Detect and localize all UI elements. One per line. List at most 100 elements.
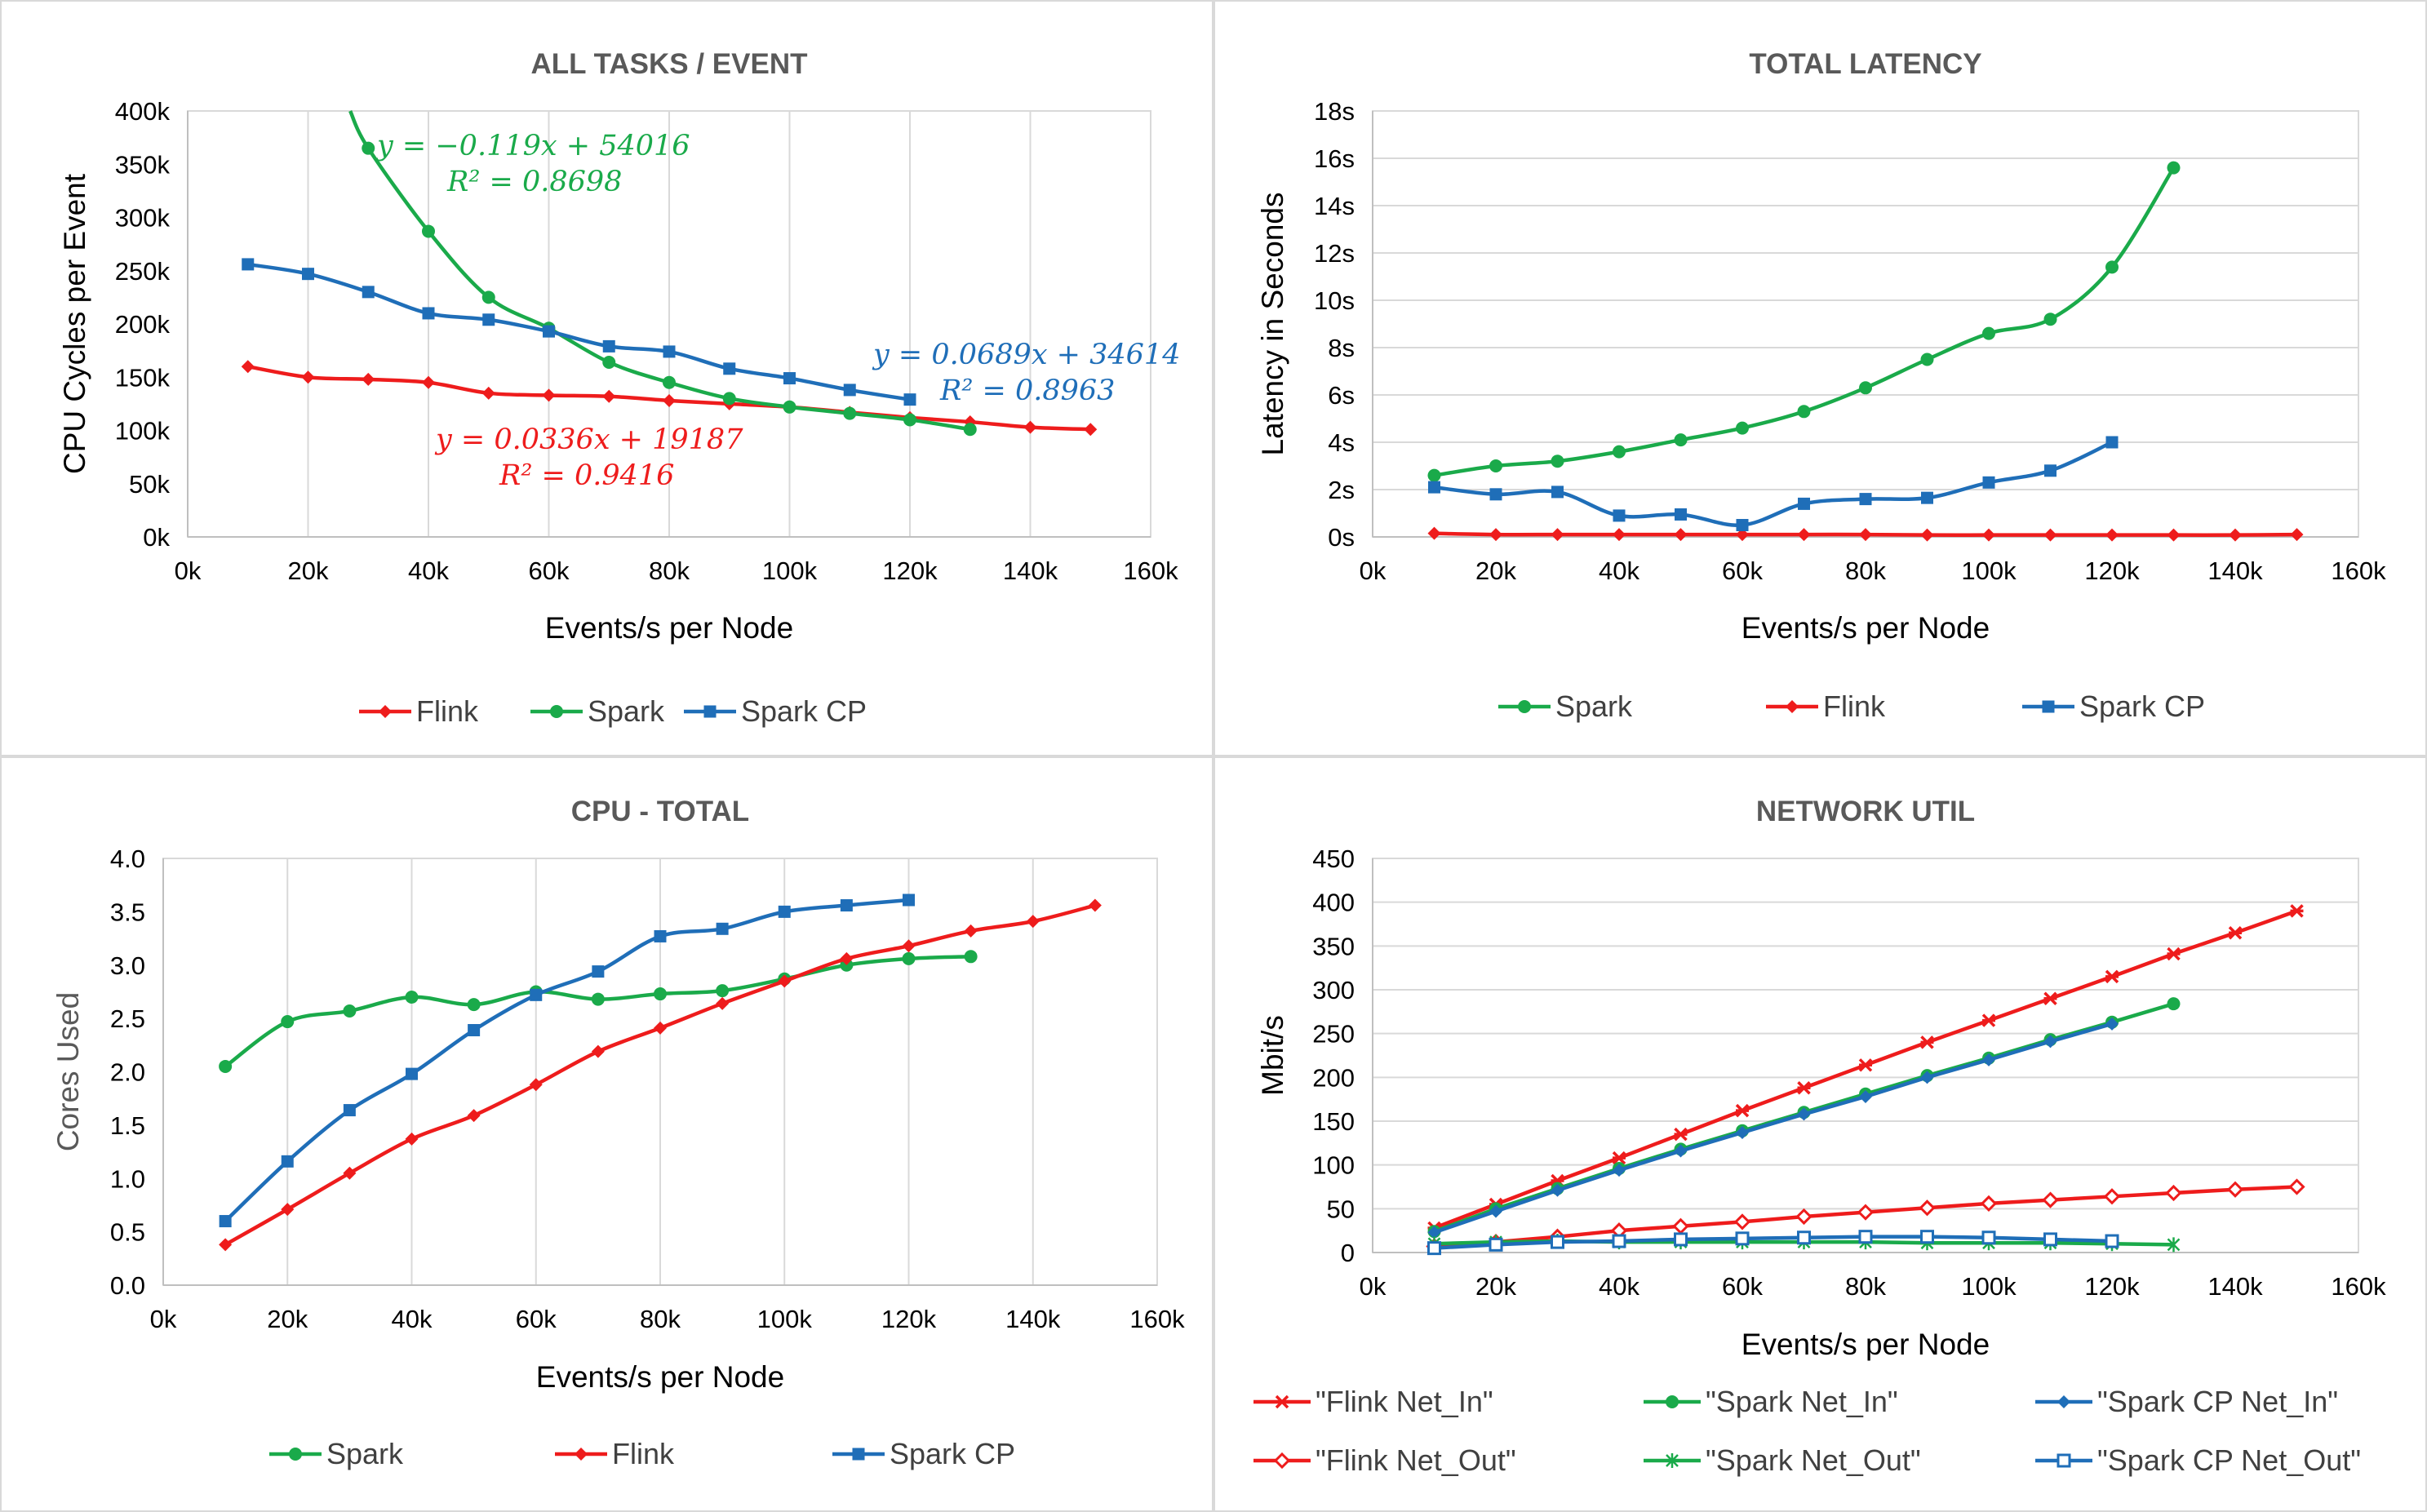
data-point xyxy=(1489,459,1502,472)
data-point xyxy=(1736,421,1749,435)
y-tick-label: 450 xyxy=(1312,845,1355,873)
legend-label: Spark xyxy=(1555,689,1633,723)
legend-marker xyxy=(852,1448,865,1461)
series-flink xyxy=(1427,526,2304,542)
legend-label: Spark xyxy=(326,1437,404,1470)
trendline-equation: y = −0.119x + 54016 xyxy=(375,130,690,162)
series-line xyxy=(224,903,1096,1247)
legend-label: Spark xyxy=(588,694,665,728)
chart-title: CPU - TOTAL xyxy=(571,796,749,827)
trendline-equation: y = 0.0689x + 34614 xyxy=(872,339,1180,371)
legend-label: "Flink Net_In" xyxy=(1316,1385,1493,1418)
legend-item: "Spark Net_Out" xyxy=(1644,1443,1921,1477)
x-tick-label: 20k xyxy=(1475,556,1516,585)
chart-total-latency: TOTAL LATENCY 0k 20k 40k 60k 80k 100k 120k 140k 1… xyxy=(1256,48,2386,723)
legend-marker xyxy=(1273,1452,1291,1470)
data-point xyxy=(1735,1231,1750,1246)
data-point xyxy=(1982,528,1995,542)
legend-label: Spark CP xyxy=(2079,689,2205,723)
data-point xyxy=(405,1132,419,1146)
data-point xyxy=(903,413,916,427)
legend-label: Spark CP xyxy=(741,694,867,728)
data-point xyxy=(1920,528,1934,542)
legend-item: "Spark CP Net_In" xyxy=(2035,1385,2338,1418)
data-point xyxy=(2043,528,2057,542)
data-point xyxy=(1551,1183,1564,1197)
y-tick-label: 2s xyxy=(1328,476,1355,504)
data-point xyxy=(2105,1234,2119,1248)
data-point xyxy=(1088,898,1102,912)
legend-item: Spark CP xyxy=(2022,689,2205,723)
data-point xyxy=(1797,1230,1811,1245)
data-point xyxy=(281,1155,294,1168)
data-point xyxy=(2167,997,2181,1011)
panel-cpu-total xyxy=(0,756,1214,1512)
data-point xyxy=(2105,436,2119,449)
y-tick-label: 50k xyxy=(129,470,170,499)
y-axis-label: Mbit/s xyxy=(1256,1015,1289,1096)
data-point xyxy=(2105,528,2119,542)
legend-label: "Spark Net_Out" xyxy=(1706,1443,1921,1477)
legend-label: Flink xyxy=(416,694,479,728)
legend-marker xyxy=(289,1448,302,1461)
data-point xyxy=(1675,508,1687,521)
y-tick-label: 350k xyxy=(115,150,171,179)
data-point xyxy=(2043,1035,2057,1049)
data-point xyxy=(1859,493,1872,506)
gridlines xyxy=(1373,110,2358,490)
data-point xyxy=(1797,1080,1811,1095)
data-point xyxy=(2043,1232,2057,1247)
data-point xyxy=(1982,476,1995,489)
data-point xyxy=(1795,1208,1812,1226)
data-point xyxy=(902,939,916,953)
x-tick-label: 0k xyxy=(150,1305,177,1333)
series-spark-cp xyxy=(1428,436,2119,531)
y-tick-label: 1.0 xyxy=(110,1164,145,1193)
data-point xyxy=(2229,528,2242,542)
data-point xyxy=(2228,925,2243,940)
y-axis-label: CPU Cycles per Event xyxy=(58,173,91,474)
legend-item: Flink xyxy=(359,694,479,728)
data-point xyxy=(241,360,255,374)
legend-marker xyxy=(2057,1453,2071,1468)
data-point xyxy=(1797,528,1811,542)
data-point xyxy=(716,984,730,998)
y-tick-label: 0 xyxy=(1341,1239,1355,1267)
x-tick-label: 80k xyxy=(649,556,690,585)
y-tick-label: 2.0 xyxy=(110,1058,145,1087)
chart-title: ALL TASKS / EVENT xyxy=(530,48,807,80)
data-point xyxy=(2290,904,2304,918)
series-spark xyxy=(1427,161,2181,482)
data-point xyxy=(405,990,419,1004)
data-point xyxy=(1733,1213,1751,1230)
x-tick-label: 160k xyxy=(1123,556,1178,585)
data-point xyxy=(1613,528,1626,542)
x-axis-label: Events/s per Node xyxy=(536,1360,784,1394)
data-point xyxy=(1980,1195,1998,1213)
y-axis-label: Latency in Seconds xyxy=(1256,193,1289,456)
series-spark-cp xyxy=(1427,1230,2119,1256)
data-point xyxy=(1612,1234,1626,1248)
data-point xyxy=(281,1015,295,1029)
data-point xyxy=(1489,1204,1502,1218)
legend-marker xyxy=(1666,1395,1679,1408)
y-tick-label: 350 xyxy=(1312,932,1355,960)
data-point xyxy=(542,388,556,402)
x-tick-label: 40k xyxy=(392,1305,433,1333)
x-tick-label: 40k xyxy=(1599,1272,1639,1301)
panel-total-latency xyxy=(1214,0,2427,756)
legend-label: "Flink Net_Out" xyxy=(1316,1443,1516,1477)
data-point xyxy=(1981,1013,1996,1027)
y-tick-label: 250k xyxy=(115,257,171,286)
data-point xyxy=(406,1067,418,1080)
x-tick-label: 160k xyxy=(2331,556,2386,585)
data-point xyxy=(1489,488,1502,501)
data-point xyxy=(1797,405,1811,419)
data-point xyxy=(778,974,792,988)
x-tick-label: 80k xyxy=(1845,1272,1886,1301)
data-point xyxy=(2044,464,2057,477)
data-point xyxy=(602,355,616,369)
x-tick-label: 0k xyxy=(175,556,202,585)
